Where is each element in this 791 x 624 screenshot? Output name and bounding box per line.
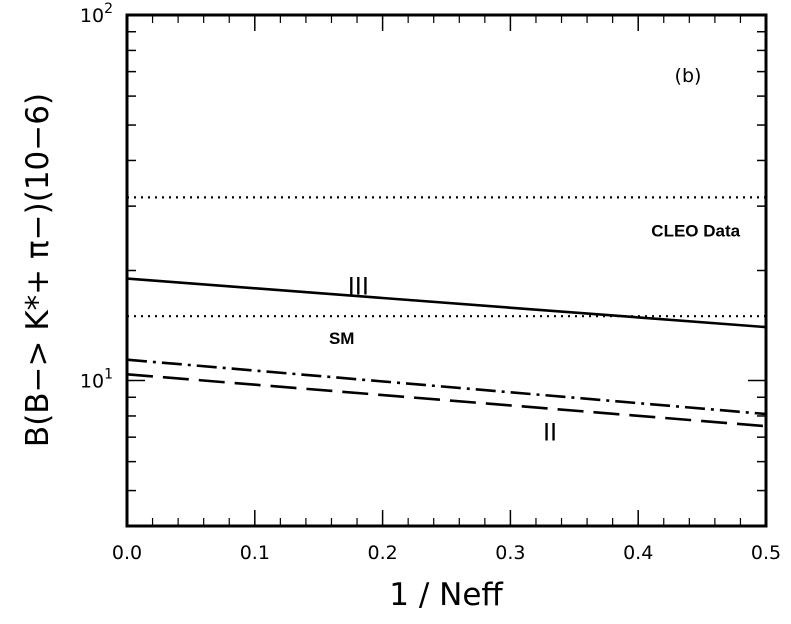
annotation-sm: SM: [329, 329, 355, 348]
annotation-iii: III: [348, 272, 369, 300]
x-tick-label: 0.4: [623, 542, 653, 564]
series-line-sm: [126, 358, 767, 416]
annotation-cleo-data: CLEO Data: [651, 221, 740, 240]
axis-ticks: [126, 15, 767, 527]
y-tick-label: 102: [80, 1, 113, 27]
x-tick-label: 0.1: [240, 542, 270, 564]
chart-marks: [126, 196, 767, 428]
x-tick-label: 0.2: [367, 542, 397, 564]
x-tick-label: 0.0: [112, 542, 142, 564]
annotation-ii: II: [543, 419, 557, 447]
axis-labels: 0.0 0.1 0.2 0.3 0.4 0.5 101 102 B(B−> K*+ π−)(10…: [20, 1, 781, 613]
y-tick-label: 101: [80, 367, 113, 393]
series-line-ii: [126, 373, 767, 428]
plot-frame: [125, 13, 768, 528]
panel-label: (b): [675, 65, 702, 87]
x-tick-label: 0.3: [495, 542, 525, 564]
x-tick-label: 0.5: [751, 542, 781, 564]
y-axis-label: B(B−> K*+ π−)(10−6): [20, 93, 56, 447]
x-axis-label: 1 / Neff: [389, 577, 503, 613]
series-line-iii: [126, 277, 767, 329]
